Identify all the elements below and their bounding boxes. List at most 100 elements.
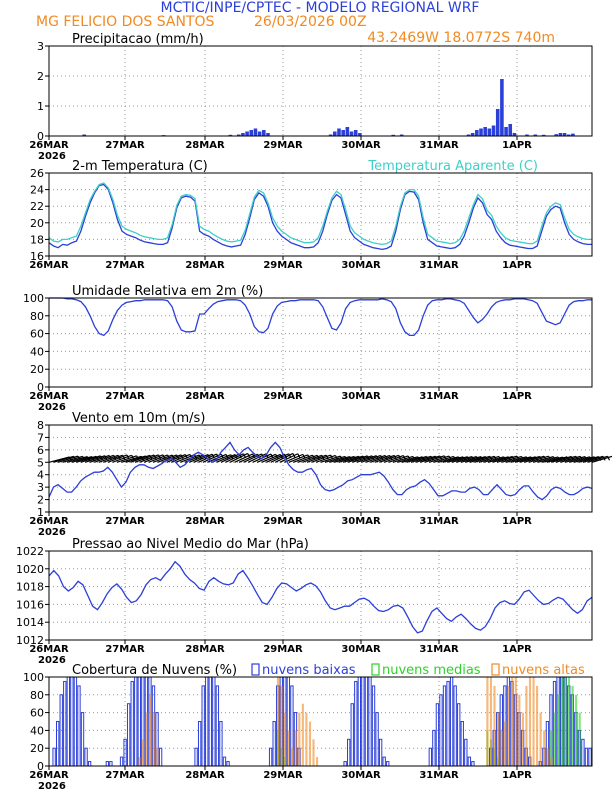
precip-bar (566, 134, 571, 136)
precip-ytick-label: 1 (37, 100, 44, 113)
wind-barb (347, 455, 368, 463)
wind-barb (587, 455, 608, 463)
precip-bar (358, 133, 362, 136)
cloud-bar-high (486, 677, 489, 766)
wind-barb (406, 455, 427, 463)
cloud-bar-low (439, 694, 443, 767)
precip-bar (508, 124, 513, 136)
wind-barb (578, 456, 599, 463)
wind-barb (166, 453, 186, 463)
cloud-bar-mid (553, 712, 556, 766)
cloud-legend-label: nuvens baixas (262, 663, 356, 678)
wind-barb (324, 455, 346, 463)
precip-bar (479, 128, 483, 136)
rh-ytick-label: 80 (30, 310, 44, 323)
cloud-bar-high (298, 712, 301, 766)
rh-ytick-label: 40 (30, 345, 44, 358)
wind-barb (333, 455, 355, 463)
cloud-bar-high (308, 721, 312, 766)
cloud-bar-low (354, 680, 358, 767)
precip-bar (487, 128, 492, 136)
wind-barb-flag (279, 454, 283, 459)
cloud-bar-high (294, 730, 297, 766)
wind-barb (80, 455, 101, 463)
precip-bar (241, 133, 245, 136)
cloud-bar-low (201, 685, 205, 767)
precip-bar (466, 134, 471, 136)
cloud-bar-low (197, 721, 202, 767)
cloud-bar-high (496, 712, 500, 766)
precip-ytick-label: 0 (37, 130, 44, 143)
cloud-bar-low (212, 676, 216, 767)
pressure-xtick-label: 29MAR (263, 644, 303, 655)
wind-barb-flag (180, 454, 184, 460)
cloud-bar-low (357, 676, 362, 767)
precip-frame (48, 45, 593, 137)
temp-xtick-label: 29MAR (263, 260, 303, 271)
pressure-year-label: 2026 (38, 655, 66, 666)
pressure-xtick-label: 31MAR (419, 644, 459, 655)
cloud-legend-swatch (251, 663, 260, 676)
wind-barb (356, 455, 377, 463)
cloud-bar-high (284, 712, 287, 766)
cloud-bar-low (375, 712, 379, 767)
precip-bar (470, 133, 475, 136)
wind-barb (94, 454, 114, 463)
wind-barb (365, 454, 386, 463)
wind-barb (519, 455, 540, 463)
wind-barb (247, 453, 267, 463)
wind-barb (460, 456, 482, 463)
cloud-bar-low (137, 676, 141, 767)
cloud-bar-high (543, 730, 546, 766)
precip-bar (249, 130, 254, 136)
wind-barb (465, 456, 486, 463)
pressure-ytick-label: 1016 (16, 598, 44, 611)
cloud-bar-high (539, 712, 542, 766)
precip-bar (82, 134, 86, 136)
cloud-bar-low (73, 676, 78, 767)
wind-barb (523, 455, 545, 463)
precip-bar (533, 134, 538, 136)
clouds-panel: 0 20 40 60 80 100 26MAR 27MAR 28MAR 29MAR 30MAR 31M… (23, 663, 593, 792)
cloud-bar-high (514, 677, 517, 766)
wind-barb (98, 454, 119, 463)
cloud-legend-swatch (371, 663, 380, 676)
wind-barb (256, 453, 276, 463)
wind-barb (320, 455, 341, 463)
wind-barb (379, 454, 399, 463)
cloud-bar-low (361, 676, 365, 767)
wind-frame (48, 424, 593, 513)
wind-ytick-label: 2 (37, 494, 44, 507)
wind-barb (116, 455, 137, 463)
precip-xtick-label: 28MAR (185, 140, 225, 151)
wind-barb (329, 455, 350, 463)
precip-bar (512, 133, 517, 136)
wind-barb (388, 455, 409, 463)
wind-barb-flag (389, 455, 393, 460)
cloud-bar-low (105, 761, 110, 767)
wind-barb (492, 455, 513, 463)
cloud-bar-high (504, 721, 507, 766)
wind-barb-flag (230, 454, 234, 459)
precip-ytick-label: 3 (37, 40, 44, 53)
precip-bar (353, 130, 358, 136)
rh-xtick-label: 26MAR (29, 391, 69, 402)
cloud-bar-low (194, 747, 198, 767)
rh-title: Umidade Relativa em 2m (%) (72, 284, 263, 299)
cloud-bar-low (446, 680, 450, 767)
temp-xtick-label: 27MAR (105, 260, 145, 271)
wind-barb (297, 454, 318, 463)
wind-barb (451, 455, 473, 463)
cloud-bar-high (536, 685, 539, 766)
wind-ytick-label: 6 (37, 444, 44, 457)
precip-bar (525, 134, 529, 136)
clouds-ytick-label: 80 (30, 689, 44, 702)
cloud-bar-high (301, 703, 304, 766)
wind-barb (193, 453, 213, 463)
wind-barb (288, 454, 309, 463)
pressure-xtick-label: 28MAR (185, 644, 225, 655)
cloud-bar-low (378, 738, 383, 767)
cloud-bar-high (525, 685, 528, 766)
rh-xtick-label: 27MAR (105, 391, 145, 402)
